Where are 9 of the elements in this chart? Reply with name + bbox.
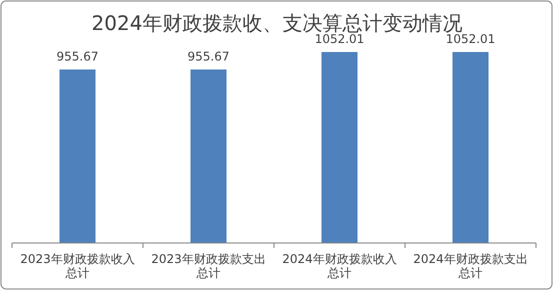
chart-title: 2024年财政拨款收、支决算总计变动情况 — [92, 11, 462, 35]
data-label: 1052.01 — [314, 32, 364, 46]
data-label: 955.67 — [56, 49, 98, 64]
x-tick-label: 2024年财政拨款支出总计 — [413, 252, 528, 280]
data-label: 955.67 — [188, 49, 230, 64]
x-tick-label: 2023年财政拨款收入总计 — [20, 252, 135, 280]
x-tick-label: 2024年财政拨款收入总计 — [282, 252, 397, 280]
data-label: 1052.01 — [446, 32, 496, 46]
x-tick-label: 2023年财政拨款支出总计 — [151, 252, 266, 280]
